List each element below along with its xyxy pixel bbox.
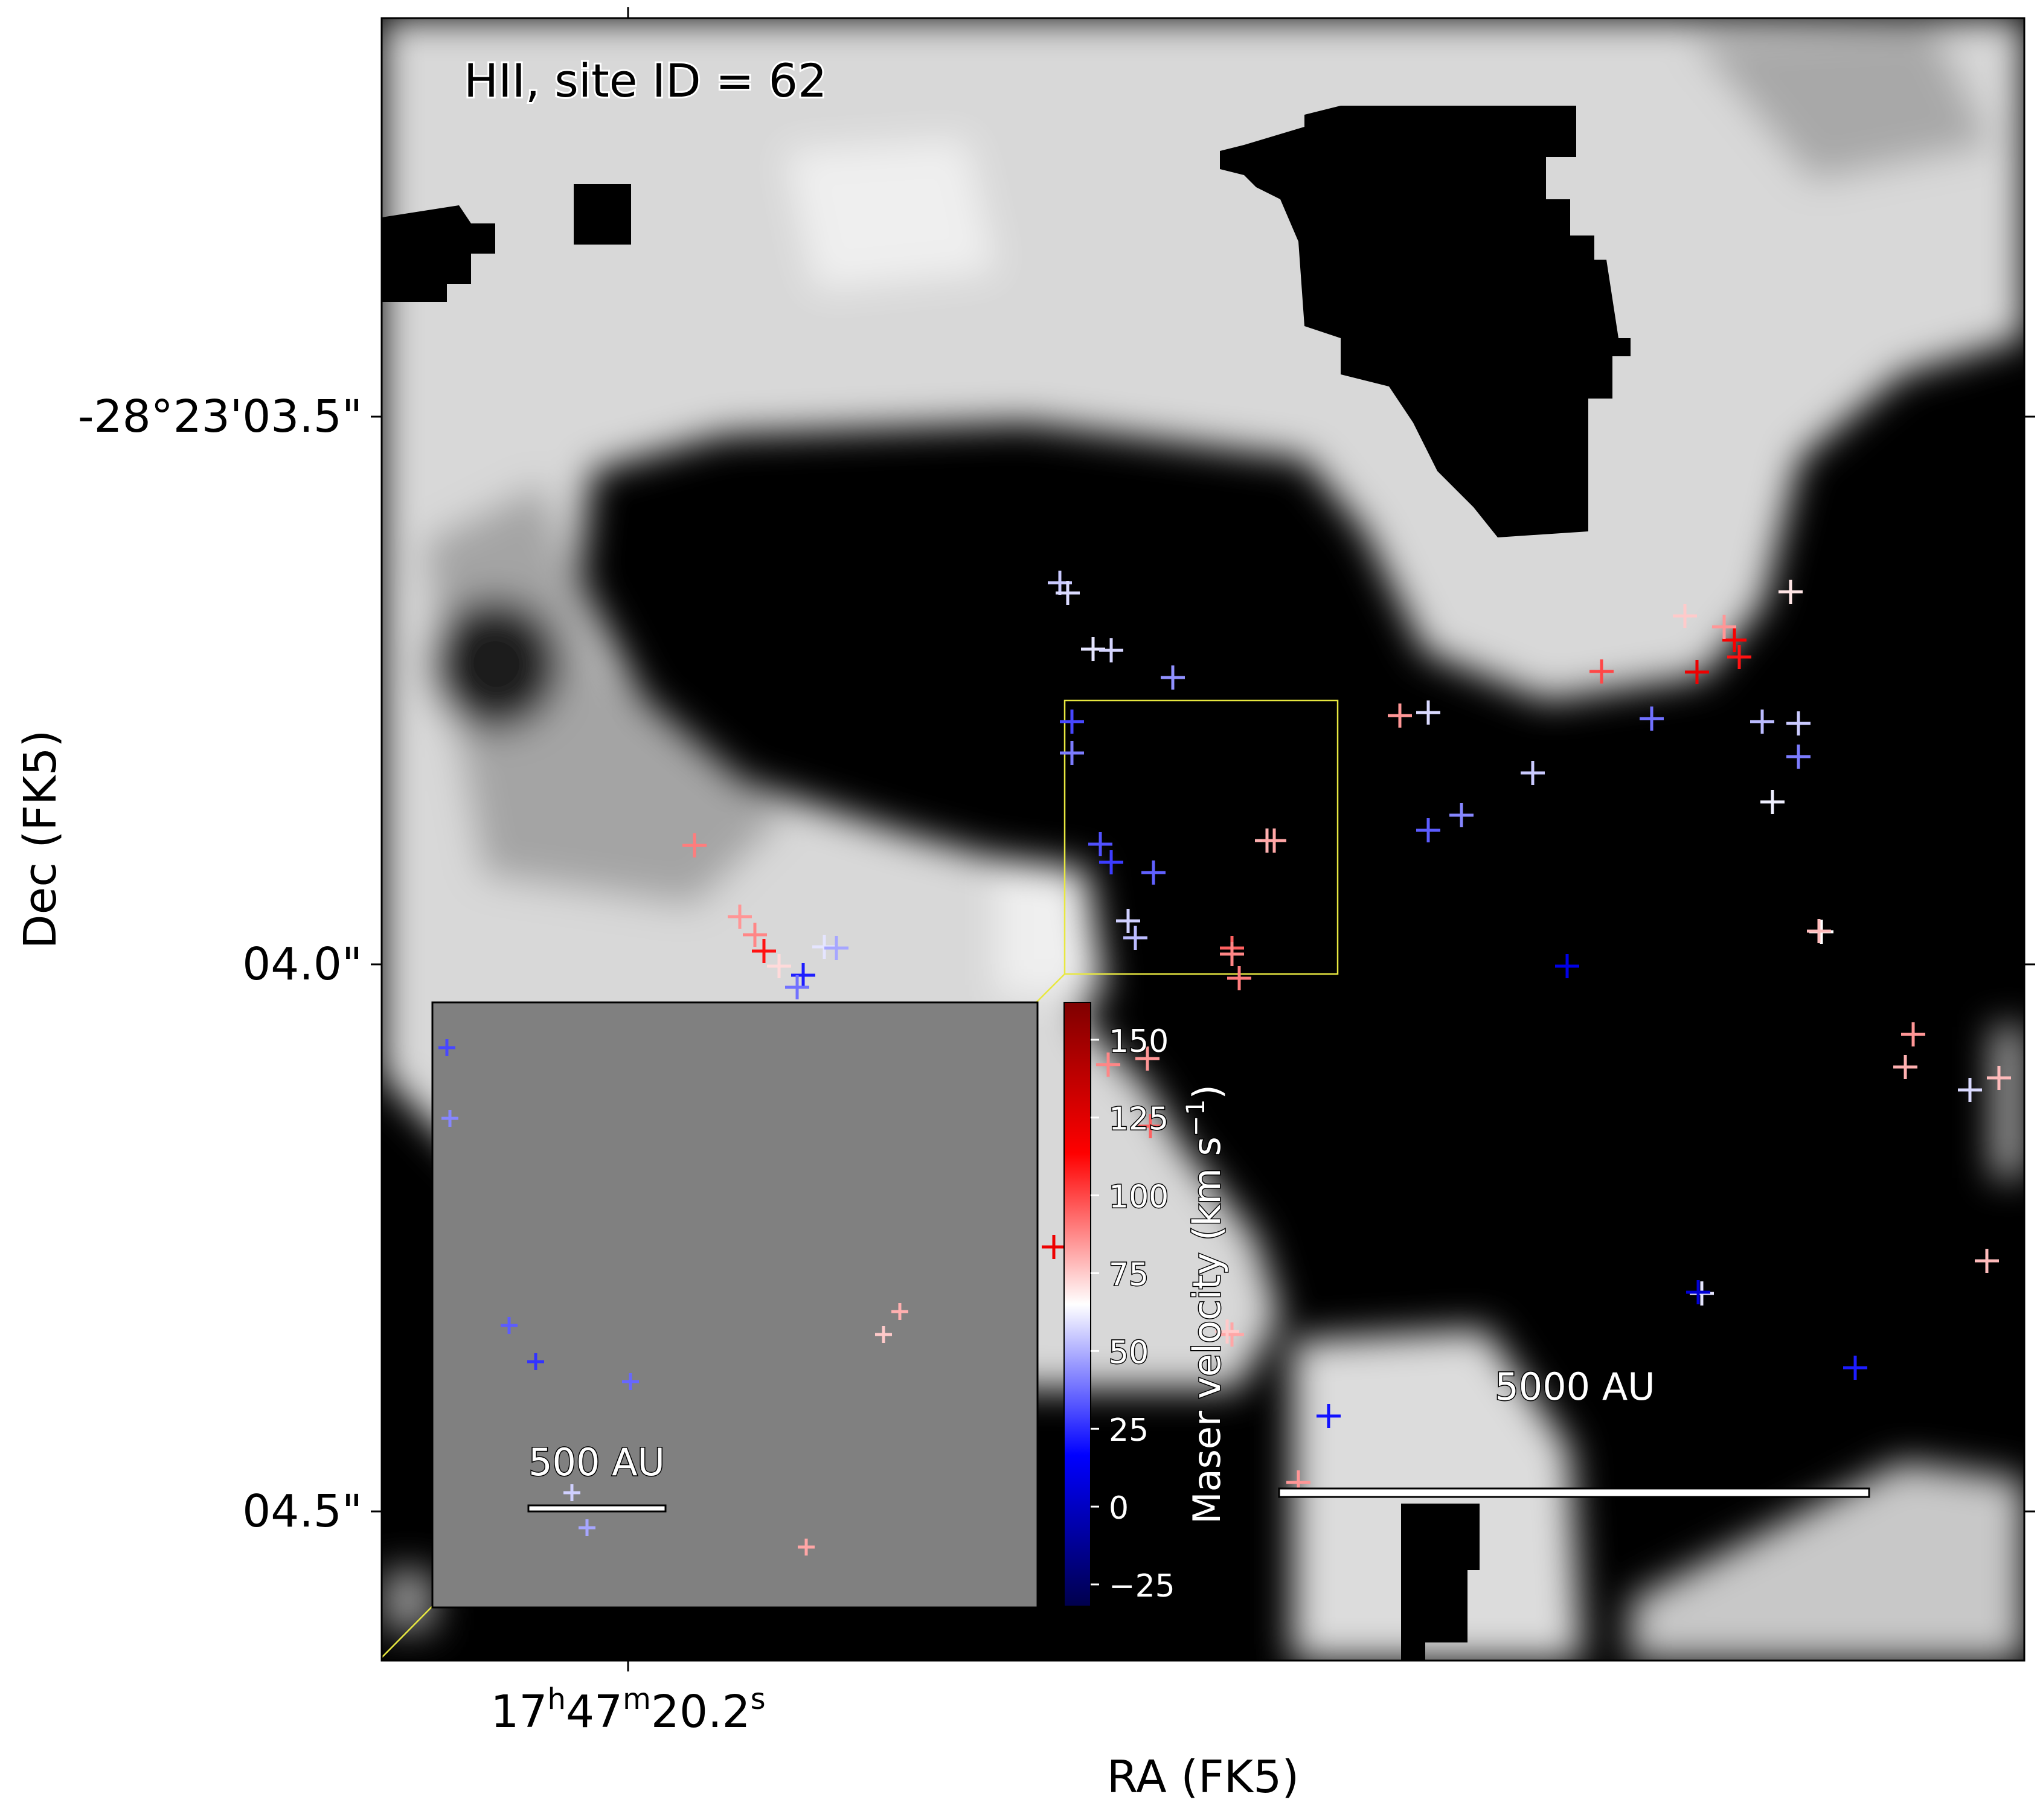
maser-marker <box>579 1519 595 1536</box>
main-axes-frame <box>380 17 2026 1662</box>
maser-marker <box>1760 790 1785 814</box>
zoom-inset: 500 AU <box>431 1001 1039 1609</box>
maser-marker <box>1807 919 1831 943</box>
maser-marker <box>1521 761 1545 785</box>
maser-marker <box>1416 818 1440 842</box>
colorbar: 150 125 100 75 50 25 0 −25 Maser velocity (km s… <box>1063 1002 1230 1607</box>
maser-marker <box>1388 703 1412 728</box>
maser-marker <box>1685 660 1709 684</box>
maser-marker <box>1640 707 1664 731</box>
maser-marker <box>1220 1322 1244 1347</box>
maser-marker <box>1262 828 1286 853</box>
colorbar-tick-label: −25 <box>1109 1568 1175 1604</box>
colorbar-tick-label: 50 <box>1109 1335 1149 1371</box>
maser-marker <box>1786 711 1811 735</box>
y-tick-label: -28°23'03.5" <box>78 391 362 443</box>
axis-ticks <box>371 7 2035 1671</box>
maser-marker <box>767 954 791 978</box>
panel-label: HII, site ID = 62 <box>464 54 827 107</box>
colorbar-tick-label: 25 <box>1109 1412 1149 1449</box>
maser-marker <box>1215 1319 1239 1344</box>
zoom-region-box <box>1063 699 1339 975</box>
maser-marker <box>875 1326 892 1343</box>
maser-marker <box>1161 665 1185 690</box>
maser-marker <box>501 1317 518 1334</box>
maser-marker <box>1088 832 1112 856</box>
maser-marker <box>1843 1356 1867 1380</box>
maser-marker <box>824 936 848 960</box>
maser-marker <box>1958 1078 1982 1102</box>
colorbar-tick-label: 150 <box>1109 1024 1169 1060</box>
maser-marker <box>1727 645 1751 669</box>
colorbar-gradient <box>1063 1002 1091 1607</box>
colorbar-tick-label: 125 <box>1109 1101 1169 1138</box>
maser-marker <box>1220 942 1244 966</box>
maser-marker <box>1779 580 1803 604</box>
maser-marker <box>563 1484 580 1501</box>
maser-marker <box>441 1110 458 1127</box>
maser-marker <box>1893 1055 1917 1079</box>
maser-marker <box>1449 803 1474 827</box>
colorbar-tick-label: 75 <box>1109 1257 1149 1293</box>
maser-marker <box>1096 1053 1120 1077</box>
maser-marker <box>752 939 776 963</box>
maser-marker <box>1138 1114 1163 1138</box>
maser-markers <box>682 571 2011 1495</box>
maser-marker <box>1901 1022 1925 1046</box>
maser-marker <box>1099 850 1123 874</box>
x-axis-label: RA (FK5) <box>1107 1751 1299 1803</box>
maser-marker <box>1786 745 1811 769</box>
y-tick-label: 04.5" <box>242 1485 362 1537</box>
maser-marker <box>1116 909 1140 933</box>
maser-marker <box>527 1353 544 1370</box>
maser-marker <box>1722 628 1747 652</box>
maser-marker <box>1099 638 1123 662</box>
maser-marker <box>728 905 752 929</box>
colorbar-label: Maser velocity (km s−1) <box>1181 1085 1229 1524</box>
x-tick-label: 17h47m20.2s <box>490 1682 765 1738</box>
maser-marker <box>1712 615 1736 639</box>
maser-marker <box>1056 581 1080 605</box>
maser-marker <box>743 923 767 947</box>
colorbar-tick-label: 0 <box>1109 1490 1129 1527</box>
maser-marker <box>1060 741 1084 765</box>
maser-marker <box>1317 1404 1341 1428</box>
scalebar-5000au: 5000 AU <box>1278 1364 1870 1498</box>
maser-marker <box>798 1539 815 1556</box>
maser-marker <box>682 833 707 857</box>
maser-marker <box>1135 1046 1160 1071</box>
maser-marker <box>1123 926 1147 950</box>
maser-marker <box>1555 954 1579 978</box>
maser-marker <box>1750 710 1774 734</box>
maser-marker <box>1141 860 1166 885</box>
maser-marker <box>1416 700 1440 725</box>
maser-marker <box>785 975 809 999</box>
colorbar-tick-label: 100 <box>1109 1179 1169 1216</box>
scalebar-500au-label: 500 AU <box>528 1440 665 1484</box>
inset-maser-markers <box>438 1039 908 1556</box>
maser-marker <box>1686 1280 1710 1304</box>
maser-marker <box>791 963 815 987</box>
maser-marker <box>1060 710 1084 734</box>
maser-marker <box>622 1373 639 1390</box>
scalebar-5000au-label: 5000 AU <box>1495 1365 1655 1409</box>
y-axis-label: Dec (FK5) <box>14 730 66 949</box>
maser-marker <box>1975 1249 1999 1273</box>
scalebar-500au: 500 AU <box>527 1440 667 1513</box>
maser-marker <box>1042 1235 1066 1259</box>
y-tick-label: 04.0" <box>242 938 362 990</box>
maser-marker <box>1673 604 1697 628</box>
maser-marker <box>1589 659 1614 684</box>
maser-marker <box>891 1303 908 1320</box>
maser-marker <box>1227 966 1251 990</box>
maser-marker <box>1987 1066 2011 1090</box>
maser-marker <box>438 1039 455 1056</box>
